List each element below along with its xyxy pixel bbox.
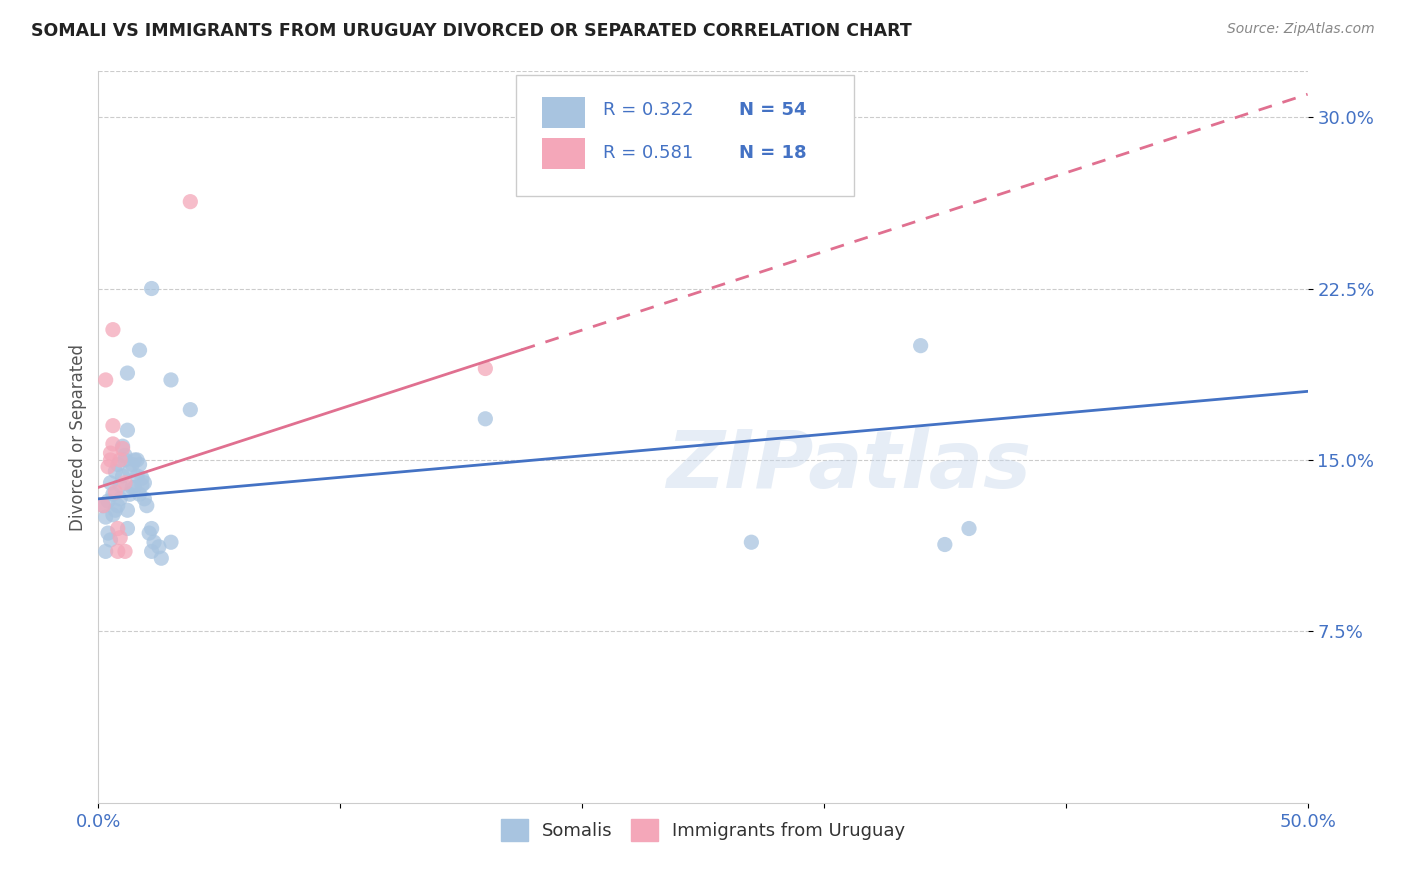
Point bbox=[128, 343, 150, 358]
Point bbox=[114, 544, 136, 558]
Point bbox=[128, 487, 150, 501]
Point bbox=[108, 531, 131, 545]
Legend: Somalis, Immigrants from Uruguay: Somalis, Immigrants from Uruguay bbox=[494, 812, 912, 848]
Point bbox=[108, 491, 131, 506]
Point bbox=[143, 535, 166, 549]
Point bbox=[148, 540, 170, 554]
Point bbox=[127, 469, 149, 483]
Point bbox=[135, 499, 157, 513]
Point bbox=[111, 442, 134, 456]
Point bbox=[160, 373, 183, 387]
Y-axis label: Divorced or Separated: Divorced or Separated bbox=[69, 343, 87, 531]
FancyBboxPatch shape bbox=[516, 75, 855, 195]
Point bbox=[124, 453, 146, 467]
Text: N = 18: N = 18 bbox=[740, 144, 807, 161]
Point bbox=[141, 521, 163, 535]
Text: R = 0.581: R = 0.581 bbox=[603, 144, 693, 161]
Text: ZIPatlas: ZIPatlas bbox=[665, 427, 1031, 506]
Point bbox=[97, 459, 120, 474]
Point bbox=[100, 533, 122, 547]
Point bbox=[117, 521, 139, 535]
Point bbox=[910, 338, 932, 352]
Point bbox=[150, 551, 173, 566]
Point bbox=[94, 544, 117, 558]
Point bbox=[179, 194, 201, 209]
Point bbox=[108, 453, 131, 467]
Point bbox=[91, 499, 114, 513]
Point bbox=[111, 439, 134, 453]
Point bbox=[160, 535, 183, 549]
Point bbox=[121, 480, 143, 494]
Point bbox=[104, 485, 127, 500]
Point bbox=[474, 361, 496, 376]
FancyBboxPatch shape bbox=[543, 138, 585, 169]
Point bbox=[107, 544, 129, 558]
Point bbox=[114, 449, 136, 463]
Point bbox=[101, 487, 124, 501]
Point bbox=[97, 494, 120, 508]
Point bbox=[104, 464, 127, 478]
Point bbox=[91, 499, 114, 513]
Point bbox=[94, 510, 117, 524]
Text: N = 54: N = 54 bbox=[740, 101, 807, 120]
Point bbox=[118, 487, 141, 501]
Point bbox=[138, 526, 160, 541]
Point bbox=[117, 423, 139, 437]
Point bbox=[934, 537, 956, 551]
Point bbox=[117, 503, 139, 517]
Point bbox=[104, 503, 127, 517]
Text: SOMALI VS IMMIGRANTS FROM URUGUAY DIVORCED OR SEPARATED CORRELATION CHART: SOMALI VS IMMIGRANTS FROM URUGUAY DIVORC… bbox=[31, 22, 911, 40]
Point bbox=[127, 453, 149, 467]
Point bbox=[141, 281, 163, 295]
Point bbox=[100, 475, 122, 490]
Point bbox=[108, 478, 131, 492]
Point bbox=[114, 475, 136, 490]
Point bbox=[94, 373, 117, 387]
Point bbox=[118, 464, 141, 478]
Point bbox=[101, 323, 124, 337]
Point bbox=[128, 458, 150, 472]
Point bbox=[101, 437, 124, 451]
Point bbox=[101, 418, 124, 433]
Point bbox=[124, 480, 146, 494]
Point bbox=[101, 508, 124, 522]
Point bbox=[121, 458, 143, 472]
Point bbox=[134, 491, 156, 506]
Point bbox=[107, 521, 129, 535]
Point bbox=[107, 499, 129, 513]
Point bbox=[740, 535, 762, 549]
Text: R = 0.322: R = 0.322 bbox=[603, 101, 693, 120]
Text: Source: ZipAtlas.com: Source: ZipAtlas.com bbox=[1227, 22, 1375, 37]
Point bbox=[117, 366, 139, 380]
Point bbox=[474, 412, 496, 426]
Point bbox=[114, 453, 136, 467]
Point bbox=[107, 458, 129, 472]
Point bbox=[111, 469, 134, 483]
FancyBboxPatch shape bbox=[543, 97, 585, 128]
Point bbox=[957, 521, 980, 535]
Point bbox=[141, 544, 163, 558]
Point bbox=[97, 526, 120, 541]
Point bbox=[179, 402, 201, 417]
Point bbox=[131, 471, 153, 485]
Point bbox=[131, 478, 153, 492]
Point bbox=[134, 475, 156, 490]
Point bbox=[100, 446, 122, 460]
Point bbox=[100, 453, 122, 467]
